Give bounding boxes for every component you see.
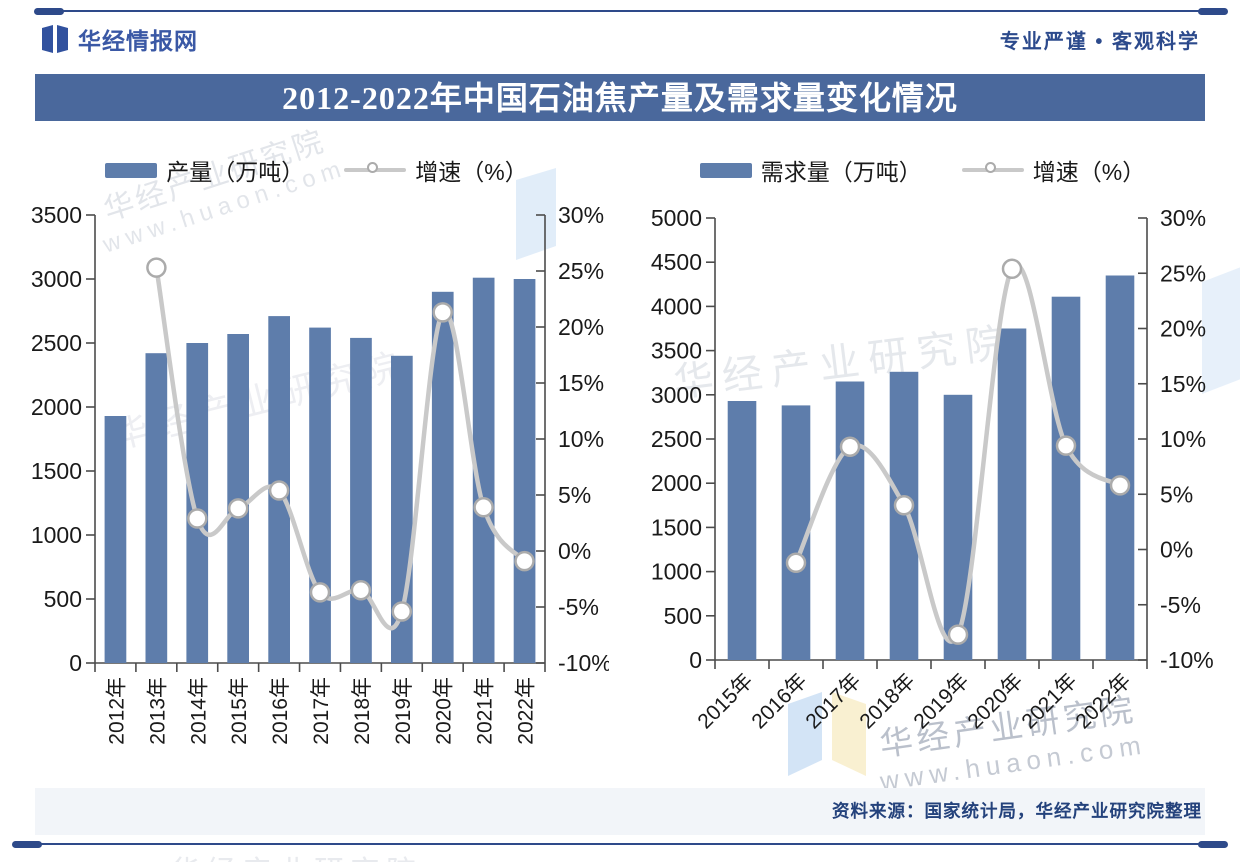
svg-text:25%: 25% bbox=[1160, 260, 1206, 286]
bar-series-swatch-icon bbox=[105, 162, 158, 178]
svg-text:1500: 1500 bbox=[31, 458, 82, 484]
svg-text:4000: 4000 bbox=[651, 293, 702, 319]
svg-text:2019年: 2019年 bbox=[392, 677, 415, 745]
svg-text:2500: 2500 bbox=[651, 426, 702, 452]
production-legend: 产量（万吨） 增速（%） bbox=[24, 152, 609, 188]
svg-text:2015年: 2015年 bbox=[228, 677, 251, 745]
svg-text:5%: 5% bbox=[558, 482, 591, 508]
svg-text:1000: 1000 bbox=[31, 522, 82, 548]
svg-text:2000: 2000 bbox=[651, 470, 702, 496]
svg-text:3500: 3500 bbox=[651, 338, 702, 364]
svg-text:15%: 15% bbox=[558, 370, 604, 396]
svg-text:2016年: 2016年 bbox=[747, 669, 811, 733]
svg-text:2014年: 2014年 bbox=[187, 677, 210, 745]
page-title: 2012-2022年中国石油焦产量及需求量变化情况 bbox=[35, 74, 1205, 121]
svg-text:-5%: -5% bbox=[1160, 592, 1201, 618]
line-series-swatch-icon bbox=[961, 162, 1024, 178]
svg-text:4500: 4500 bbox=[651, 249, 702, 275]
bottom-divider-right-cap bbox=[1198, 840, 1228, 848]
svg-text:1000: 1000 bbox=[651, 559, 702, 585]
svg-text:2013年: 2013年 bbox=[146, 677, 169, 745]
legend-item-production: 产量（万吨） bbox=[105, 153, 304, 187]
legend-label: 增速（%） bbox=[415, 159, 528, 185]
svg-text:2016年: 2016年 bbox=[269, 677, 292, 745]
brand: 华经情报网 bbox=[42, 22, 198, 56]
svg-text:3000: 3000 bbox=[651, 382, 702, 408]
brand-name: 华经情报网 bbox=[78, 28, 198, 54]
watermark-bottom-clipped: 华经产业研究院 bbox=[170, 847, 422, 862]
svg-text:-10%: -10% bbox=[558, 650, 609, 676]
svg-text:2018年: 2018年 bbox=[855, 669, 919, 733]
svg-text:2017年: 2017年 bbox=[801, 669, 865, 733]
bottom-divider bbox=[12, 840, 1228, 848]
svg-text:20%: 20% bbox=[1160, 316, 1206, 342]
svg-text:500: 500 bbox=[44, 586, 82, 612]
legend-label: 需求量（万吨） bbox=[760, 159, 922, 185]
svg-text:0: 0 bbox=[689, 647, 702, 673]
header: 华经情报网 专业严谨 • 客观科学 bbox=[42, 22, 1200, 56]
svg-text:2021年: 2021年 bbox=[1017, 669, 1081, 733]
top-divider-right-cap bbox=[1198, 7, 1228, 15]
svg-text:10%: 10% bbox=[558, 426, 604, 452]
svg-text:2012年: 2012年 bbox=[105, 677, 128, 745]
demand-legend: 需求量（万吨） 增速（%） bbox=[630, 152, 1215, 188]
svg-text:2022年: 2022年 bbox=[1071, 669, 1135, 733]
demand-chart: 0 500 1000 1500 2000 2500 3000 3500 4000 4500 5000… bbox=[651, 205, 1214, 733]
svg-text:1500: 1500 bbox=[651, 514, 702, 540]
svg-text:2000: 2000 bbox=[31, 394, 82, 420]
svg-text:2018年: 2018年 bbox=[351, 677, 374, 745]
svg-text:30%: 30% bbox=[1160, 205, 1206, 231]
svg-text:500: 500 bbox=[664, 603, 702, 629]
bottom-divider-left-cap bbox=[12, 840, 42, 848]
svg-text:2015年: 2015年 bbox=[693, 669, 757, 733]
legend-item-growth: 增速（%） bbox=[961, 153, 1146, 187]
tagline: 专业严谨 • 客观科学 bbox=[999, 30, 1200, 53]
svg-text:25%: 25% bbox=[558, 258, 604, 284]
svg-text:10%: 10% bbox=[1160, 426, 1206, 452]
svg-text:15%: 15% bbox=[1160, 371, 1206, 397]
top-divider bbox=[34, 7, 1228, 15]
svg-text:30%: 30% bbox=[558, 202, 604, 228]
production-chart: 0 500 1000 1500 2000 2500 3000 3500 -10% -5% 0% 5% 1… bbox=[31, 202, 609, 745]
legend-label: 增速（%） bbox=[1032, 159, 1146, 185]
svg-text:0: 0 bbox=[69, 650, 82, 676]
svg-text:2020年: 2020年 bbox=[433, 677, 456, 745]
svg-text:2020年: 2020年 bbox=[963, 669, 1027, 733]
svg-text:5%: 5% bbox=[1160, 481, 1193, 507]
svg-text:-10%: -10% bbox=[1160, 647, 1214, 673]
svg-text:2017年: 2017年 bbox=[310, 677, 333, 745]
svg-text:20%: 20% bbox=[558, 314, 604, 340]
svg-text:5000: 5000 bbox=[651, 205, 702, 231]
legend-item-growth: 增速（%） bbox=[344, 153, 528, 187]
source-note: 资料来源：国家统计局，华经产业研究院整理 bbox=[832, 801, 1202, 821]
svg-text:-5%: -5% bbox=[558, 594, 599, 620]
svg-text:2021年: 2021年 bbox=[474, 677, 497, 745]
svg-text:0%: 0% bbox=[558, 538, 591, 564]
svg-text:3000: 3000 bbox=[31, 266, 82, 292]
svg-text:0%: 0% bbox=[1160, 537, 1193, 563]
svg-text:3500: 3500 bbox=[31, 202, 82, 228]
line-series-swatch-icon bbox=[344, 162, 407, 178]
footer-band bbox=[35, 788, 1205, 835]
svg-text:2500: 2500 bbox=[31, 330, 82, 356]
bar-series-swatch-icon bbox=[699, 162, 752, 178]
brand-logo-icon bbox=[42, 25, 68, 53]
top-divider-left-cap bbox=[34, 7, 64, 15]
svg-text:2019年: 2019年 bbox=[909, 669, 973, 733]
legend-item-demand: 需求量（万吨） bbox=[699, 153, 922, 187]
svg-text:2022年: 2022年 bbox=[515, 677, 538, 745]
legend-label: 产量（万吨） bbox=[166, 159, 305, 185]
